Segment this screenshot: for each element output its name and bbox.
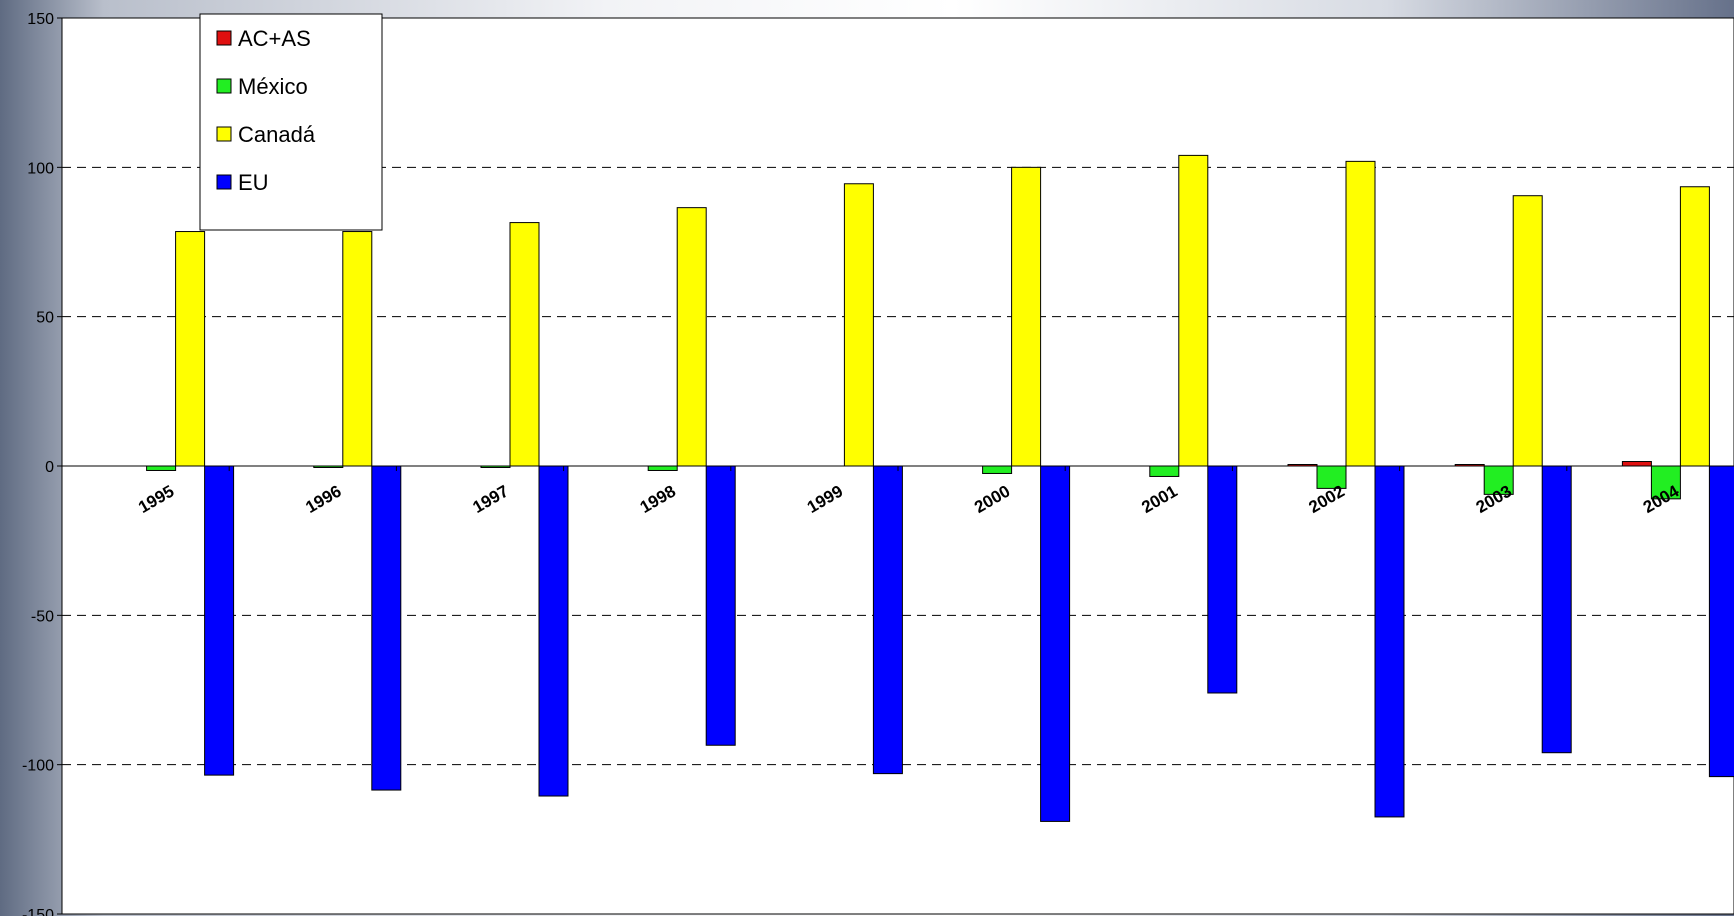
bar-canad--1995 — [175, 231, 206, 467]
bar-m-xico-2001 — [1149, 465, 1180, 477]
y-tick-label: -50 — [31, 608, 54, 625]
bar-canad--1999 — [843, 183, 874, 467]
bar-canad--2003 — [1512, 195, 1543, 467]
bar-eu-1997 — [538, 465, 569, 797]
bar-eu-1998 — [705, 465, 736, 746]
y-tick-label: 50 — [36, 310, 54, 327]
bar-canad--2001 — [1178, 154, 1209, 467]
legend: AC+AS México Canadá EU — [199, 13, 383, 231]
y-tick-label: -150 — [22, 907, 54, 916]
bar-m-xico-2003 — [1483, 465, 1514, 495]
bar-m-xico-2004 — [1650, 465, 1681, 500]
bar-m-xico-1998 — [647, 465, 678, 471]
bar-ac-as-2004 — [1621, 461, 1652, 467]
legend-swatch — [216, 30, 232, 46]
bar-eu-2004 — [1708, 465, 1734, 778]
legend-swatch — [216, 78, 232, 94]
legend-label: AC+AS — [238, 26, 311, 51]
legend-label: Canadá — [238, 122, 316, 147]
y-tick-label: 150 — [27, 11, 54, 28]
y-axis-ticks: 150 100 50 0 -50 -100 -150 — [22, 11, 62, 916]
bars — [146, 154, 1734, 822]
bar-canad--1997 — [509, 222, 540, 467]
bar-eu-2003 — [1541, 465, 1572, 754]
legend-label: México — [238, 74, 308, 99]
legend-swatch — [216, 126, 232, 142]
bar-canad--1998 — [676, 207, 707, 467]
bar-eu-1995 — [204, 465, 235, 776]
bar-canad--2000 — [1011, 166, 1042, 467]
x-axis-ticks — [228, 466, 1568, 471]
bar-canad--2002 — [1345, 160, 1376, 467]
y-tick-label: -100 — [22, 758, 54, 775]
bar-eu-1996 — [371, 465, 402, 791]
bar-m-xico-1995 — [146, 465, 177, 471]
bar-canad--1996 — [342, 231, 373, 467]
bar-eu-1999 — [872, 465, 903, 775]
legend-swatch — [216, 174, 232, 190]
bar-eu-2002 — [1374, 465, 1405, 818]
bar-eu-2001 — [1207, 465, 1238, 694]
bar-m-xico-2000 — [982, 465, 1013, 474]
y-tick-label: 0 — [45, 459, 54, 476]
bar-canad--2004 — [1679, 186, 1710, 467]
bar-eu-2000 — [1040, 465, 1071, 822]
y-tick-label: 100 — [27, 160, 54, 177]
legend-box — [199, 13, 383, 231]
legend-label: EU — [238, 170, 269, 195]
